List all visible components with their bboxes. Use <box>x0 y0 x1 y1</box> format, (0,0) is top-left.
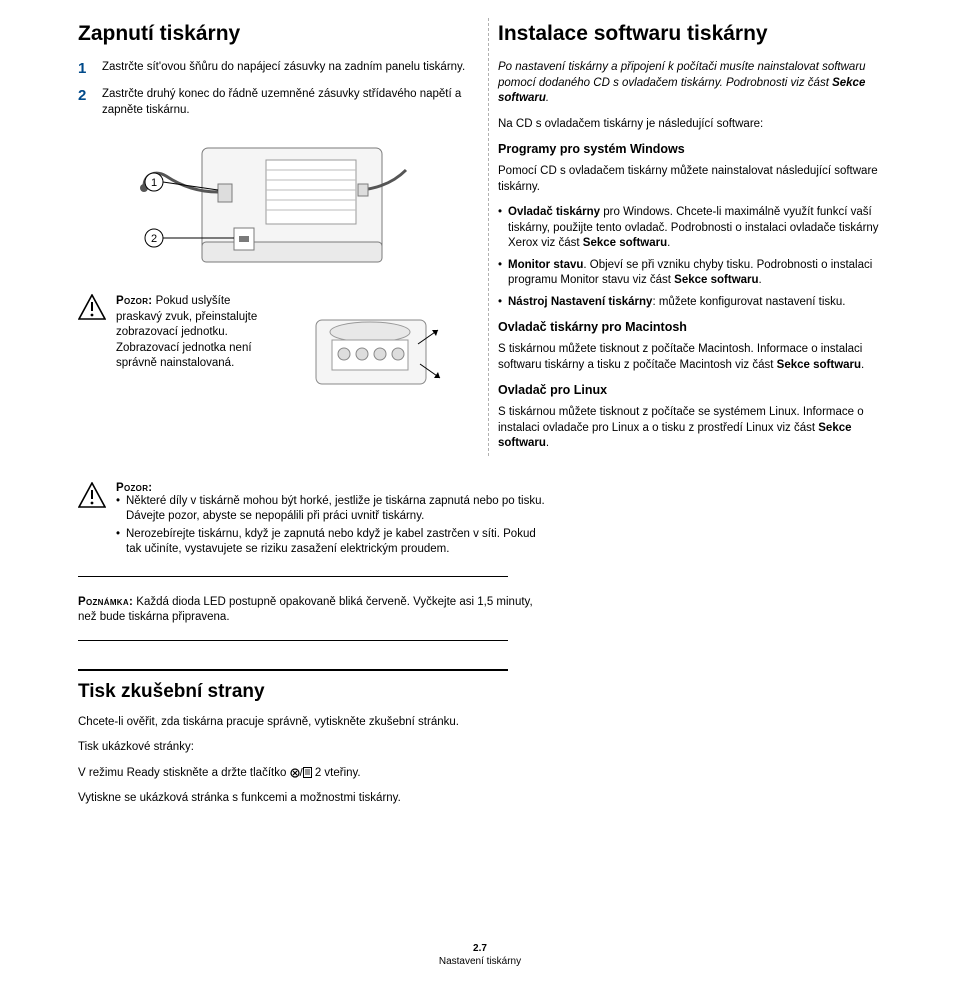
caution-list: Některé díly v tiskárně mohou být horké,… <box>116 494 548 558</box>
caution-imaging-unit: Pozor: Pokud uslyšíte praskavý zvuk, pře… <box>78 294 474 404</box>
test-p2: Tisk ukázkové stránky: <box>78 740 508 756</box>
callout-1: 1 <box>151 177 157 189</box>
caution-label: Pozor: <box>116 295 152 307</box>
page-number: 2.7 <box>473 943 487 954</box>
bullet-driver: Ovladač tiskárny pro Windows. Chcete-li … <box>498 205 900 252</box>
imaging-unit-figure <box>298 294 448 404</box>
caution2-label: Pozor: <box>116 482 152 494</box>
caution-hot-parts: Pozor: Některé díly v tiskárně mohou být… <box>78 482 548 560</box>
windows-intro: Pomocí CD s ovladačem tiskárny můžete na… <box>498 164 900 195</box>
page-icon <box>303 767 312 778</box>
macintosh-paragraph: S tiskárnou můžete tisknout z počítače M… <box>498 342 900 373</box>
right-column: Instalace softwaru tiskárny Po nastavení… <box>498 22 900 462</box>
section-rule <box>78 669 508 671</box>
bullet-settings-utility: Nástroj Nastavení tiskárny: můžete konfi… <box>498 295 900 311</box>
note-label: Poznámka: <box>78 596 133 608</box>
test-page-section: Tisk zkušební strany Chcete-li ověřit, z… <box>78 681 508 807</box>
caution-content: Pozor: Některé díly v tiskárně mohou být… <box>116 482 548 560</box>
windows-bullet-list: Ovladač tiskárny pro Windows. Chcete-li … <box>498 205 900 310</box>
note-text: Každá dioda LED postupně opakovaně bliká… <box>78 596 533 624</box>
callout-2: 2 <box>151 233 157 245</box>
printer-rear-figure: 1 2 <box>136 130 416 280</box>
lower-block: Pozor: Některé díly v tiskárně mohou být… <box>78 482 548 807</box>
linux-paragraph: S tiskárnou můžete tisknout z počítače s… <box>498 405 900 452</box>
step-row: 1 Zastrčte sít'ovou šňůru do napájecí zá… <box>78 60 474 77</box>
test-p4: Vytiskne se ukázková stránka s funkcemi … <box>78 791 508 807</box>
linux-heading: Ovladač pro Linux <box>498 383 900 397</box>
cancel-button-icon <box>290 768 300 778</box>
test-title: Tisk zkušební strany <box>78 681 508 703</box>
note-led: Poznámka: Každá dioda LED postupně opako… <box>78 585 548 636</box>
step-number: 2 <box>78 87 90 118</box>
steps-list: 1 Zastrčte sít'ovou šňůru do napájecí zá… <box>78 60 474 118</box>
cd-contents-intro: Na CD s ovladačem tiskárny je následujíc… <box>498 117 900 133</box>
test-p1: Chcete-li ověřit, zda tiskárna pracuje s… <box>78 715 508 731</box>
note-rule-bottom <box>78 640 508 641</box>
step-row: 2 Zastrčte druhý konec do řádně uzemněné… <box>78 87 474 118</box>
left-column: Zapnutí tiskárny 1 Zastrčte sít'ovou šňů… <box>78 22 474 462</box>
step-text: Zastrčte druhý konec do řádně uzemněné z… <box>102 87 474 118</box>
step-text: Zastrčte sít'ovou šňůru do napájecí zásu… <box>102 60 465 77</box>
chapter-name: Nastavení tiskárny <box>439 956 521 967</box>
note-rule-top <box>78 576 508 577</box>
bullet-status-monitor: Monitor stavu. Objeví se při vzniku chyb… <box>498 258 900 289</box>
page-footer: 2.7 Nastavení tiskárny <box>0 942 960 968</box>
step-number: 1 <box>78 60 90 77</box>
column-divider <box>488 18 489 456</box>
macintosh-heading: Ovladač tiskárny pro Macintosh <box>498 320 900 334</box>
caution-item-hot: Některé díly v tiskárně mohou být horké,… <box>116 494 548 525</box>
warning-icon <box>78 482 106 508</box>
left-title: Zapnutí tiskárny <box>78 22 474 46</box>
intro-paragraph: Po nastavení tiskárny a připojení k počí… <box>498 60 900 107</box>
right-title: Instalace softwaru tiskárny <box>498 22 900 46</box>
windows-heading: Programy pro systém Windows <box>498 142 900 156</box>
caution-item-disassemble: Nerozebírejte tiskárnu, když je zapnutá … <box>116 527 548 558</box>
caution-text-block: Pozor: Pokud uslyšíte praskavý zvuk, pře… <box>116 294 266 404</box>
test-p3: V režimu Ready stiskněte a držte tlačítk… <box>78 766 508 782</box>
warning-icon <box>78 294 106 320</box>
